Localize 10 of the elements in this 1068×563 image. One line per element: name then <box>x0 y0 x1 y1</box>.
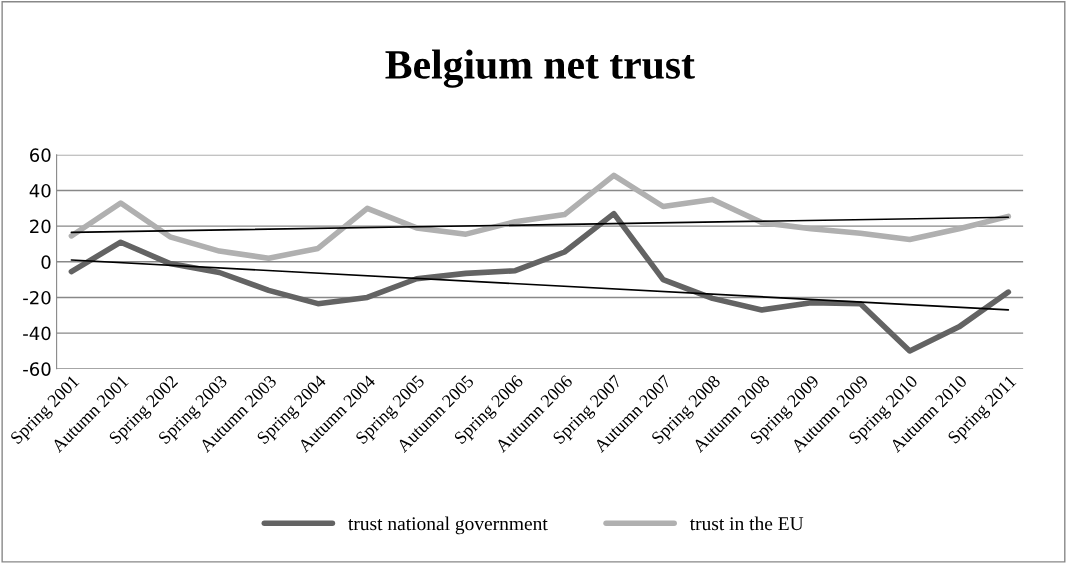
y-tick-label: 40 <box>29 183 51 198</box>
y-tick-label: -20 <box>23 290 51 305</box>
y-tick-label: -60 <box>23 362 51 376</box>
y-tick-label: -40 <box>23 326 51 341</box>
legend-label: trust in the EU <box>689 516 804 531</box>
y-tick-label: 20 <box>30 219 51 234</box>
y-tick-label: 60 <box>30 148 51 162</box>
legend-label: trust national government <box>348 516 548 535</box>
y-tick-label: 0 <box>41 255 51 269</box>
chart-title: Belgium net trust <box>385 49 695 88</box>
